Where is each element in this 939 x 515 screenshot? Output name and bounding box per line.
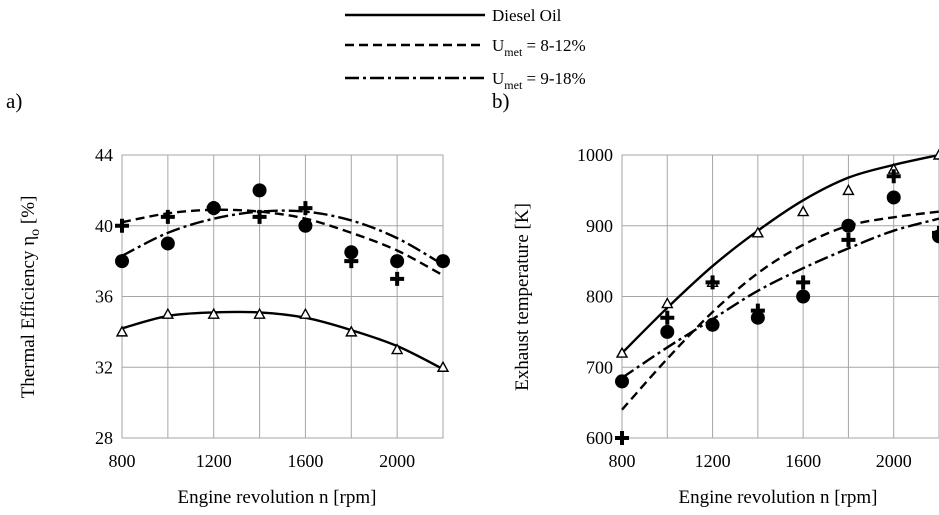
panel-b-series-1-point-1 [660,310,675,325]
panel-a-series-0-point-0 [115,325,129,337]
panel-b-x-tick-label-2: 1600 [785,451,821,471]
panel-a-x-axis-title: Engine revolution n [rpm] [178,487,377,508]
panel-b-grid [621,154,939,439]
legend-label-met-9-18: Umet = 9-18% [492,69,586,92]
panel-a-series-1-point-4 [298,201,313,216]
panel-b-series-0-point-4 [796,205,810,217]
panel-b-y-axis-title: Exhaust temperature [K] [512,203,533,391]
panel-a-x-tick-label-0: 800 [109,451,136,471]
panel-a-y-tick-label-2: 36 [95,287,113,307]
panel-a-series-0-point-1 [161,307,175,319]
panel-b-series-0-point-7 [932,148,939,160]
panel-a-y-tick-label-1: 32 [95,357,113,377]
panel-a-series [115,183,450,372]
panel-b-x-tick-label-0: 800 [609,451,636,471]
panel-b-series-0-point-5 [842,183,855,196]
panel-b-series-0-point-3 [751,226,765,238]
panel-b-series-2-point-4 [796,289,811,304]
panel-b-series-2-point-6 [886,190,901,205]
panel-b-series-2-point-5 [841,218,856,233]
panel-a-series-0-point-3 [253,307,266,319]
panel-b-x-tick-label-3: 2000 [876,451,912,471]
panel-a-y-tick-label-3: 40 [95,216,113,236]
panel-a-series-2-point-1 [160,236,175,251]
panel-b-series-2-point-1 [660,324,675,339]
panel-a-series-0-point-5 [345,325,358,337]
panel-a-series-2-point-6 [390,254,405,269]
panel-a-series-0-point-4 [299,307,312,319]
panel-a-y-tick-label-4: 44 [95,145,113,165]
panel-b: b) 600 700 800 900 1000 800 1200 1600 2000 Engin… [492,89,939,508]
panel-a-series-0-point-7 [436,360,450,372]
panel-a-series-0-point-6 [390,343,404,355]
panel-a-ticks: 28 32 36 40 44 800 1200 1600 2000 [95,145,415,471]
panel-a-plot-area [115,183,450,372]
panel-b-y-tick-label-1: 700 [586,357,613,377]
panel-a-series-1-curve [121,208,444,277]
panel-b-series-2-curve [621,217,939,379]
panel-b-series-0-point-0 [615,346,629,358]
panel-b-ticks: 600 700 800 900 1000 800 1200 1600 2000 [577,145,912,471]
panel-b-series-0-point-1 [661,297,674,309]
panel-a-series-0-point-2 [207,307,220,319]
panel-b-series-2-point-3 [750,310,765,325]
panel-a-series-1-point-0 [115,218,129,233]
panel-a-x-tick-label-1: 1200 [196,451,232,471]
panel-a-series-2-point-3 [252,183,267,198]
panel-b-series-1-point-5 [841,232,856,247]
panel-a-y-tick-label-0: 28 [95,428,113,448]
panel-a-series-2-point-7 [436,254,450,269]
panel-a-x-tick-label-2: 1600 [287,451,323,471]
panel-b-series-2-point-0 [615,374,629,389]
panel-b-series-1-curve [621,210,939,411]
panel-a-series-2-point-2 [206,201,221,216]
panel-b-y-tick-label-0: 600 [586,428,613,448]
legend-label-met-8-12: Umet = 8-12% [492,36,586,59]
panel-a: a) 28 32 36 40 44 800 1200 1600 2000 Engine revo… [6,89,450,508]
panel-b-plot-area [615,148,939,445]
panel-a-series-2-curve [121,209,444,266]
panel-a-series-1-point-6 [390,271,405,286]
panel-b-series-1-point-2 [705,275,720,290]
panel-a-grid [121,154,444,439]
panel-a-x-tick-label-3: 2000 [379,451,415,471]
panel-b-series-1-point-6 [886,169,901,184]
panel-a-series-2-point-5 [344,245,359,260]
panel-b-series-1-point-0 [615,431,629,445]
panel-a-series-1-point-1 [160,209,175,224]
panel-a-label: a) [6,89,22,113]
legend: Diesel Oil Umet = 8-12% Umet = 9-18% [345,6,586,92]
panel-a-series-2-point-0 [115,254,129,269]
panel-b-x-axis-title: Engine revolution n [rpm] [679,487,878,508]
panel-b-y-tick-label-4: 1000 [577,145,613,165]
panel-b-label: b) [492,89,510,113]
panel-b-x-tick-label-1: 1200 [695,451,731,471]
panel-a-series-2-point-4 [298,218,313,233]
panel-b-y-tick-label-2: 800 [586,287,613,307]
panel-b-y-tick-label-3: 900 [586,216,613,236]
legend-label-diesel: Diesel Oil [492,6,562,25]
panel-b-series [615,148,939,445]
panel-b-series-2-point-2 [705,317,720,332]
panel-a-y-axis-title: Thermal Efficiency ηo [%] [18,196,43,399]
panel-b-series-0-curve [621,153,939,354]
panel-b-series-1-point-4 [796,275,811,290]
panel-b-series-2-point-7 [932,229,939,244]
panel-a-series-0-curve [121,310,444,371]
